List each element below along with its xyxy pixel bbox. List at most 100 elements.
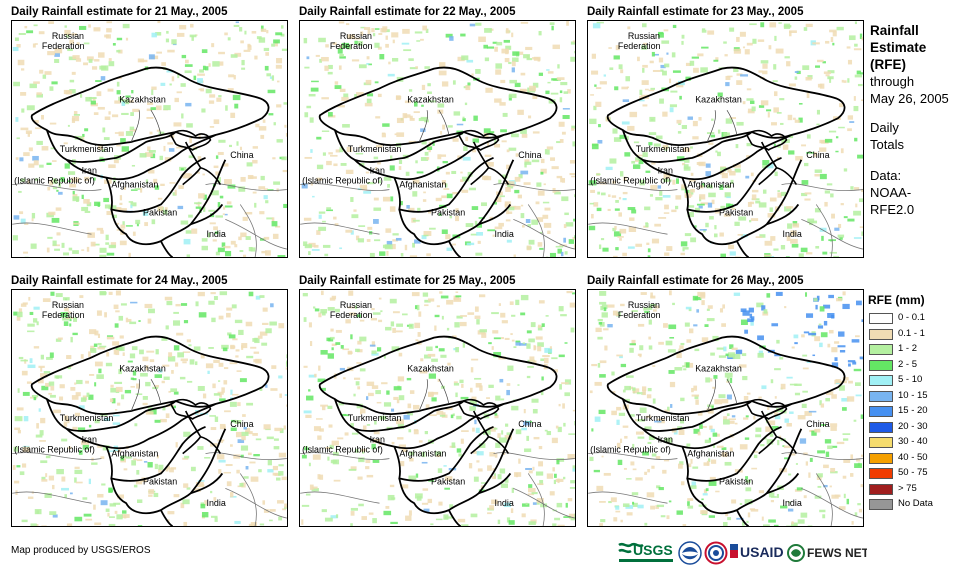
legend-item: 0.1 - 1 [868, 328, 965, 344]
country-label-iran-2: (Islamic Republic of) [590, 445, 671, 455]
description-source-1: NOAA- [870, 185, 912, 200]
country-label-india: India [207, 229, 226, 239]
description-title-1: Rainfall [870, 23, 919, 38]
legend-swatch [869, 344, 893, 355]
description-totals: Totals [870, 137, 904, 152]
country-label-afghanistan: Afghanistan [399, 180, 446, 190]
usaid-logo: USAID [730, 544, 784, 560]
country-label-iran-1: Iran [370, 166, 385, 176]
rainfall-map: Russian Federation Kazakhstan Turkmenistan I… [587, 289, 864, 527]
country-label-china: China [806, 419, 829, 429]
legend-swatch [869, 328, 893, 340]
legend-swatch [869, 452, 893, 464]
rainfall-field [12, 21, 287, 257]
agency-logos: USGS USAID FEWS NET [617, 539, 867, 567]
country-label-kazakhstan: Kazakhstan [407, 363, 454, 373]
description-source-2: RFE2.0 [870, 202, 915, 217]
country-label-china: China [230, 419, 253, 429]
description-title-3: (RFE) [870, 57, 906, 72]
country-label-afghanistan: Afghanistan [111, 180, 158, 190]
country-label-china: China [518, 150, 541, 160]
legend-label: 15 - 20 [898, 405, 928, 416]
fewsnet-text: FEWS NET [807, 546, 867, 560]
rainfall-map: Russian Federation Kazakhstan Turkmenistan I… [11, 20, 288, 258]
country-label-russia-1: Russian [340, 31, 372, 41]
country-label-china: China [230, 150, 253, 160]
legend-label: 5 - 10 [898, 374, 923, 385]
legend-swatch [869, 406, 893, 417]
description-through: through [870, 74, 915, 89]
panel-title: Daily Rainfall estimate for 23 May., 200… [587, 6, 804, 18]
panel-title: Daily Rainfall estimate for 25 May., 200… [299, 275, 516, 287]
description-data: Data: [870, 168, 902, 183]
rainfall-field [589, 290, 863, 526]
legend-swatch [869, 483, 893, 495]
country-label-russia-1: Russian [628, 31, 660, 41]
legend-swatch [869, 390, 893, 402]
country-label-india: India [495, 229, 514, 239]
legend-item: 40 - 50 [868, 452, 965, 468]
country-label-russia-1: Russian [628, 300, 660, 310]
panel-title: Daily Rainfall estimate for 21 May., 200… [11, 6, 228, 18]
rainfall-field [301, 21, 575, 257]
description-daily: Daily [870, 120, 899, 135]
country-label-india: India [495, 498, 514, 508]
nws-logo [704, 541, 728, 565]
legend-item: 5 - 10 [868, 374, 965, 390]
country-label-afghanistan: Afghanistan [687, 180, 734, 190]
description-date: May 26, 2005 [870, 91, 949, 106]
legend-item: 2 - 5 [868, 359, 965, 375]
country-label-russia-1: Russian [340, 300, 372, 310]
country-label-iran-1: Iran [370, 435, 385, 445]
fewsnet-logo: FEWS NET [787, 544, 867, 562]
country-label-pakistan: Pakistan [431, 207, 465, 217]
country-label-china: China [806, 150, 829, 160]
country-label-iran-2: (Islamic Republic of) [14, 445, 95, 455]
map-description: Rainfall Estimate (RFE) through May 26, … [870, 22, 965, 218]
legend-item: 50 - 75 [868, 467, 965, 483]
rainfall-field [588, 21, 863, 257]
country-label-russia-1: Russian [52, 300, 84, 310]
usgs-logo: USGS [618, 542, 673, 562]
country-label-kazakhstan: Kazakhstan [695, 363, 742, 373]
legend-label: 20 - 30 [898, 420, 928, 432]
legend-label: 0 - 0.1 [898, 312, 925, 323]
country-label-iran-1: Iran [658, 435, 673, 445]
country-label-iran-2: (Islamic Republic of) [590, 176, 671, 186]
panel-title: Daily Rainfall estimate for 22 May., 200… [299, 6, 516, 18]
country-label-iran-1: Iran [82, 166, 97, 176]
country-label-afghanistan: Afghanistan [687, 449, 734, 459]
country-label-pakistan: Pakistan [431, 476, 465, 486]
country-label-turkmenistan: Turkmenistan [348, 144, 402, 154]
description-title-2: Estimate [870, 40, 927, 55]
country-label-pakistan: Pakistan [719, 476, 753, 486]
country-label-russia-2: Federation [330, 310, 373, 320]
noaa-logo [678, 541, 702, 565]
country-label-iran-2: (Islamic Republic of) [302, 176, 383, 186]
country-label-russia-2: Federation [618, 41, 661, 51]
country-label-india: India [783, 229, 802, 239]
legend-label: 50 - 75 [898, 467, 928, 478]
legend-item: 20 - 30 [868, 421, 965, 437]
rainfall-field [301, 290, 575, 526]
country-label-pakistan: Pakistan [143, 476, 177, 486]
country-label-turkmenistan: Turkmenistan [636, 144, 690, 154]
legend-swatch [869, 499, 893, 510]
panel-title: Daily Rainfall estimate for 26 May., 200… [587, 275, 804, 287]
legend-swatch [869, 421, 893, 433]
legend-swatch [869, 359, 893, 371]
legend-item: No Data [868, 498, 965, 514]
legend-label: 40 - 50 [898, 451, 928, 463]
country-label-russia-2: Federation [618, 310, 661, 320]
rfe-legend: RFE (mm) 0 - 0.1 0.1 - 1 1 - 2 2 - 5 5 - 10 1… [868, 293, 965, 514]
legend-label: No Data [898, 498, 933, 509]
legend-item: 15 - 20 [868, 405, 965, 421]
country-label-pakistan: Pakistan [719, 207, 753, 217]
country-label-kazakhstan: Kazakhstan [119, 363, 166, 373]
rainfall-field [12, 290, 287, 526]
legend-label: 1 - 2 [898, 343, 918, 354]
legend-label: 0.1 - 1 [898, 327, 925, 339]
country-label-iran-2: (Islamic Republic of) [302, 445, 383, 455]
rainfall-map: Russian Federation Kazakhstan Turkmenistan I… [299, 20, 576, 258]
country-label-india: India [207, 498, 226, 508]
